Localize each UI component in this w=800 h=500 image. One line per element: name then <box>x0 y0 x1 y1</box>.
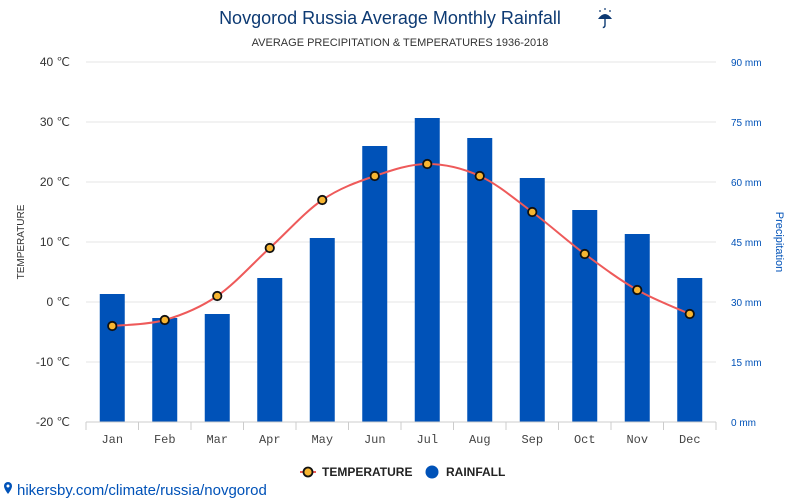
x-tick-label: Jan <box>101 433 123 447</box>
x-tick-label: May <box>311 433 333 447</box>
temperature-point <box>107 320 118 332</box>
gridlines <box>86 61 716 423</box>
temperature-point <box>579 248 590 260</box>
axes: 40 ℃ 30 ℃ 20 ℃ 10 ℃ 0 ℃ -10 ℃ -20 ℃ 90 mm 75 mm 6… <box>36 55 762 447</box>
legend-label-rainfall: RAINFALL <box>446 465 505 479</box>
x-tick-label: Nov <box>626 433 648 447</box>
y-left-tick-label: -10 ℃ <box>36 355 70 369</box>
temperature-point <box>527 206 538 218</box>
temperature-point <box>317 194 328 206</box>
y-right-tick-label: 30 mm <box>731 298 762 309</box>
x-tick-label: Feb <box>154 433 176 447</box>
temperature-point <box>422 158 433 170</box>
legend-label-temperature: TEMPERATURE <box>322 465 412 479</box>
legend-item-rainfall[interactable]: RAINFALL <box>425 465 506 479</box>
y-left-tick-label: 10 ℃ <box>40 235 70 249</box>
rainfall-bar <box>257 278 283 422</box>
y-left-tick-label: -20 ℃ <box>36 415 70 429</box>
chart-title: Novgorod Russia Average Monthly Rainfall <box>219 8 561 28</box>
y-right-tick-label: 90 mm <box>731 58 762 69</box>
y-right-tick-label: 0 mm <box>731 418 756 429</box>
y-axis-left-label: TEMPERATURE <box>16 204 27 279</box>
y-left-tick-label: 30 ℃ <box>40 115 70 129</box>
rainfall-bar <box>99 294 125 422</box>
x-tick-label: Dec <box>679 433 701 447</box>
x-tick-label: Jun <box>364 433 386 447</box>
y-axis-right-label: Precipitation <box>773 212 785 273</box>
temperature-line <box>107 158 695 332</box>
y-left-tick-label: 40 ℃ <box>40 55 70 69</box>
legend-item-temperature[interactable]: TEMPERATURE <box>300 465 412 479</box>
temperature-point <box>474 170 485 182</box>
x-tick-label: Sep <box>521 433 543 447</box>
rainfall-bar <box>467 138 493 422</box>
y-left-tick-label: 0 ℃ <box>47 295 70 309</box>
rainfall-bar <box>204 314 230 422</box>
source-text[interactable]: hikersby.com/climate/russia/novgorod <box>17 482 267 499</box>
rainfall-bar <box>677 278 703 422</box>
rainfall-bar <box>309 238 335 422</box>
temperature-point <box>212 290 223 302</box>
legend: TEMPERATURE RAINFALL <box>300 465 505 479</box>
temperature-point <box>264 242 275 254</box>
rainfall-bars <box>99 118 703 422</box>
x-tick-label: Jul <box>416 433 438 447</box>
temperature-legend-marker <box>302 466 314 478</box>
rainfall-legend-marker <box>425 465 439 479</box>
x-tick-label: Oct <box>574 433 596 447</box>
rainfall-bar <box>572 210 598 422</box>
temperature-point <box>369 170 380 182</box>
y-left-tick-label: 20 ℃ <box>40 175 70 189</box>
rainfall-bar <box>152 318 178 422</box>
y-right-tick-label: 15 mm <box>731 358 762 369</box>
x-tick-label: Mar <box>206 433 228 447</box>
rainfall-bar <box>624 234 650 422</box>
y-right-tick-label: 45 mm <box>731 238 762 249</box>
y-right-tick-label: 60 mm <box>731 178 762 189</box>
rainfall-bar <box>362 146 388 422</box>
x-tick-label: Apr <box>259 433 281 447</box>
temperature-point <box>159 314 170 326</box>
source-link[interactable]: hikersby.com/climate/russia/novgorod <box>4 482 267 499</box>
y-right-tick-label: 75 mm <box>731 118 762 129</box>
chart-subtitle: AVERAGE PRECIPITATION & TEMPERATURES 193… <box>252 37 549 49</box>
map-pin-icon <box>4 482 12 494</box>
temperature-point <box>632 284 643 296</box>
umbrella-icon <box>598 8 612 29</box>
temperature-point <box>684 308 695 320</box>
x-tick-label: Aug <box>469 433 491 447</box>
